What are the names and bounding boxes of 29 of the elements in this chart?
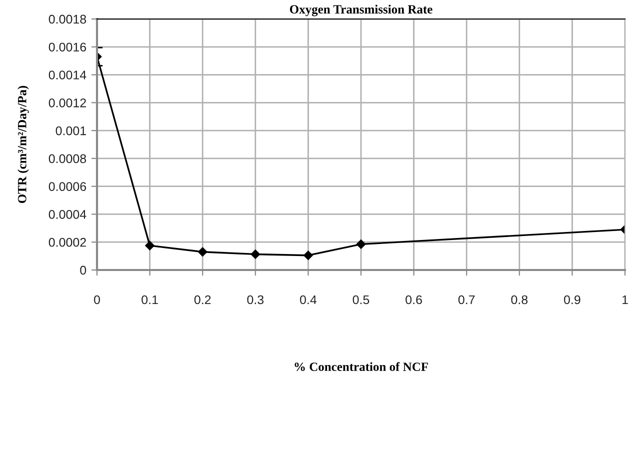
x-tick-label: 0.3 [247, 295, 264, 304]
y-tick-label: 0.0016 [48, 42, 86, 52]
y-tick-label: 0 [80, 266, 86, 275]
point [250, 250, 260, 259]
x-tick-label: 0.1 [142, 295, 158, 304]
y-tick-label: 0.0008 [48, 154, 86, 164]
x-tick-label: 0.4 [300, 295, 317, 304]
x-axis-title: % Concentration of NCF [294, 362, 428, 372]
y-tick-label: 0.0004 [48, 210, 86, 219]
x-tick-label: 0.6 [406, 295, 422, 304]
x-tick-label: 0.8 [511, 295, 528, 304]
point [145, 240, 154, 250]
y-tick-label: 0.0002 [48, 238, 86, 247]
point [304, 250, 313, 260]
x-tick-label: 0.9 [564, 295, 580, 304]
x-tick-label: 0.7 [458, 295, 475, 304]
x-tick-label: 1 [622, 295, 628, 304]
y-axis-title: OTR (cm³/m²/Day/Pa) [18, 86, 29, 204]
point [356, 240, 366, 249]
x-tick-label: 0.2 [194, 295, 211, 304]
x-tick-label: 0.5 [352, 295, 370, 304]
y-tick-label: 0.0006 [48, 182, 86, 191]
x-tick-label: 0 [94, 295, 100, 304]
y-tick-label: 0.001 [56, 126, 86, 136]
y-tick-label: 0.0018 [48, 14, 86, 24]
chart-title: Oxygen Transmission Rate [290, 4, 432, 16]
y-tick-label: 0.0014 [48, 70, 86, 80]
point [198, 247, 208, 256]
y-tick-label: 0.0012 [48, 98, 86, 108]
